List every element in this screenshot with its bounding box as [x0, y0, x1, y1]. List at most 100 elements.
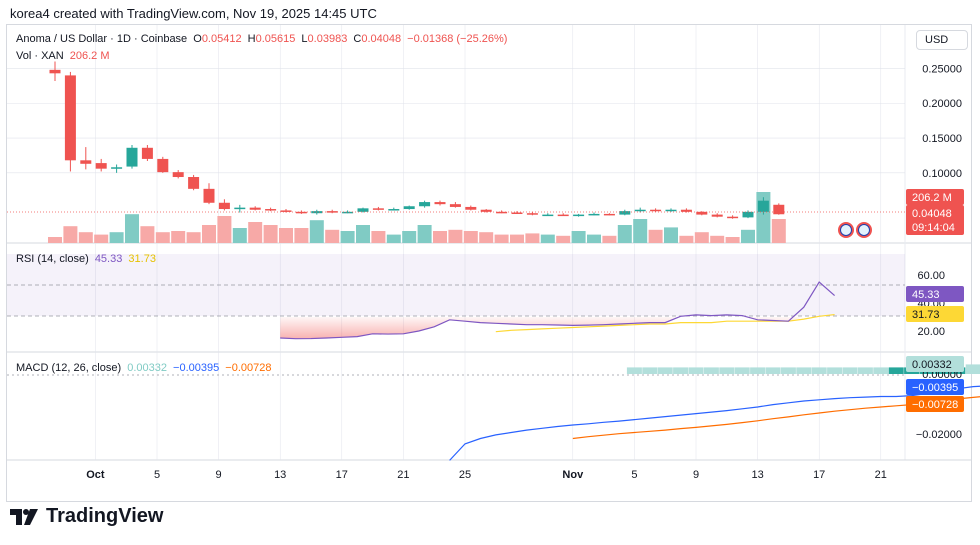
volume-bar	[433, 231, 447, 243]
candle-body	[372, 208, 384, 210]
macd-histogram-bar	[642, 367, 658, 374]
volume-bar	[602, 235, 617, 243]
volume-bar	[140, 226, 155, 243]
macd-signal-badge: −0.00728	[906, 396, 964, 412]
candle-body	[80, 160, 92, 164]
volume-bar	[171, 231, 186, 243]
x-tick-label: 17	[813, 469, 825, 481]
candle-body	[265, 209, 277, 211]
x-axis-ticks: Oct 5 9 13 17 21 25 Nov 5 9 13 17 21	[86, 469, 887, 481]
volume-bar	[725, 237, 740, 243]
macd-hist-value: 0.00332	[127, 362, 167, 374]
macd-tick-label: −0.02000	[916, 429, 962, 441]
candle-body	[249, 207, 261, 210]
candle-body	[388, 209, 400, 211]
macd-histogram-bar	[750, 367, 766, 374]
x-tick-label: 5	[631, 469, 637, 481]
volume-bar	[771, 219, 786, 243]
macd-histogram-bar	[811, 367, 827, 374]
candle-body	[434, 202, 446, 205]
volume-bar	[279, 228, 293, 243]
low-value: 0.03983	[307, 33, 348, 45]
svg-text:206.2 M: 206.2 M	[912, 192, 952, 204]
macd-histogram-bar	[657, 367, 673, 374]
macd-histogram-bar	[703, 367, 719, 374]
candle-body	[95, 163, 107, 169]
candle-body	[573, 214, 585, 217]
x-tick-label: 9	[216, 469, 222, 481]
macd-histogram-bar	[827, 367, 843, 374]
currency-button[interactable]: USD	[916, 30, 968, 50]
candle-body	[665, 209, 677, 212]
macd-line-badge: −0.00395	[906, 379, 964, 395]
candle-body	[403, 206, 415, 210]
candle-body	[64, 75, 76, 161]
volume-bar	[617, 225, 632, 243]
volume-bar	[463, 231, 478, 243]
svg-text:09:14:04: 09:14:04	[912, 222, 955, 234]
macd-indicator	[449, 364, 980, 461]
volume-bar	[309, 220, 324, 243]
svg-text:0.04048: 0.04048	[912, 208, 952, 220]
symbol-name[interactable]: Anoma / US Dollar · 1D · Coinbase	[16, 33, 188, 45]
high-value: 0.05615	[255, 33, 296, 45]
candle-body	[480, 209, 492, 212]
volume-badge: 206.2 M	[906, 189, 964, 205]
volume-label[interactable]: Vol · XAN	[16, 50, 64, 62]
rsi-line	[280, 281, 835, 340]
volume-bar	[417, 225, 432, 243]
x-tick-label: Oct	[86, 469, 105, 481]
volume-bar	[648, 229, 663, 243]
volume-bar	[356, 225, 370, 243]
volume-bars	[48, 192, 786, 243]
macd-histogram-bar	[965, 364, 980, 374]
svg-text:45.33: 45.33	[912, 289, 940, 301]
svg-text:0.00332: 0.00332	[912, 359, 952, 371]
macd-histogram-bar	[780, 367, 796, 374]
rsi-value-badge: 45.33	[906, 286, 964, 302]
volume-bar	[525, 233, 540, 243]
candle-body	[773, 204, 785, 215]
volume-bar	[325, 229, 340, 243]
us-flag-icon[interactable]	[838, 222, 854, 238]
volume-bar	[664, 227, 678, 243]
candle-body	[280, 210, 292, 212]
candlesticks	[49, 61, 785, 219]
x-tick-label: 13	[751, 469, 763, 481]
macd-histogram-bar	[688, 367, 704, 374]
volume-bar	[402, 231, 417, 243]
price-badge: 0.04048 09:14:04	[906, 205, 964, 235]
macd-histogram-bar	[857, 367, 873, 374]
volume-bar	[571, 231, 586, 243]
candle-body	[49, 69, 61, 74]
volume-bar	[48, 237, 62, 243]
candle-body	[742, 211, 754, 218]
macd-histogram-bar	[873, 367, 889, 374]
rsi-ma-badge: 31.73	[906, 306, 964, 322]
tradingview-logo: TradingView	[10, 505, 163, 528]
candle-body	[496, 211, 508, 214]
chart-header: korea4 created with TradingView.com, Nov…	[10, 6, 377, 21]
volume-bar	[448, 229, 463, 243]
rsi-tick-label: 60.00	[917, 270, 945, 282]
volume-legend: Vol · XAN 206.2 M	[16, 50, 113, 62]
us-flag-icon-2[interactable]	[856, 222, 872, 238]
volume-bar	[186, 232, 201, 243]
candle-body	[342, 211, 354, 214]
candle-body	[711, 214, 723, 217]
close-value: 0.04048	[361, 33, 402, 45]
macd-label[interactable]: MACD (12, 26, close)	[16, 362, 122, 374]
x-tick-label: 21	[875, 469, 887, 481]
high-label: H	[247, 33, 256, 45]
x-tick-label: 17	[336, 469, 348, 481]
macd-histogram-bar	[734, 367, 750, 374]
candle-body	[449, 204, 461, 207]
macd-histogram-bar	[626, 367, 642, 374]
rsi-label[interactable]: RSI (14, close)	[16, 253, 89, 265]
volume-bar	[232, 228, 247, 243]
volume-bar	[386, 234, 401, 243]
candle-body	[126, 147, 138, 167]
volume-bar	[109, 232, 124, 243]
svg-text:−0.00395: −0.00395	[912, 382, 958, 394]
